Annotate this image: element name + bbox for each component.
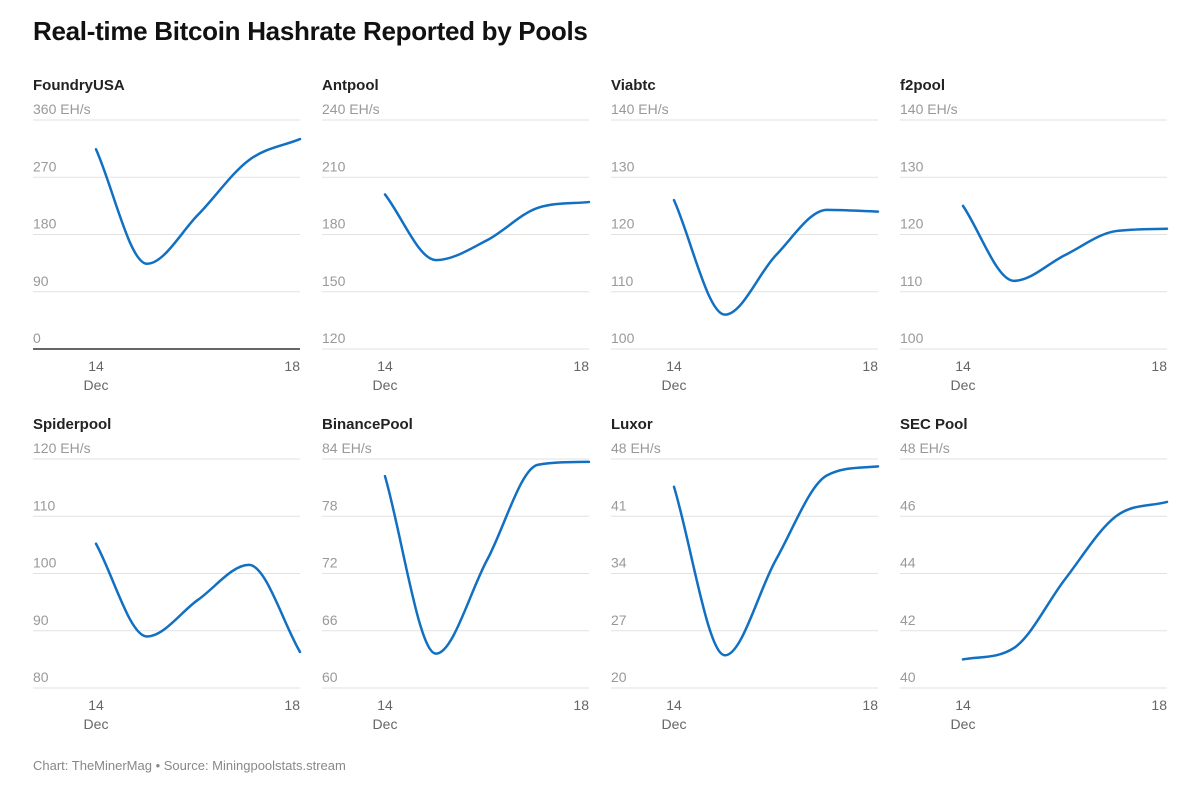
y-tick-label: 110	[900, 273, 923, 289]
y-tick-label: 130	[611, 158, 635, 174]
panel-foundryusa: FoundryUSA 0 90 180 270 360 EH/s 14 18 Dec	[33, 77, 302, 393]
x-tick-label: 14	[955, 697, 971, 713]
y-tick-label: 48 EH/s	[900, 440, 950, 456]
y-tick-label: 120 EH/s	[33, 440, 91, 456]
y-tick-label: 140 EH/s	[611, 101, 669, 117]
y-tick-label: 90	[33, 612, 49, 628]
page-title: Real-time Bitcoin Hashrate Reported by P…	[33, 16, 588, 46]
y-tick-label: 72	[322, 555, 338, 571]
panel-sec-pool: SEC Pool 40 42 44 46 48 EH/s 14 18 Dec	[900, 416, 1169, 732]
x-tick-label: 14	[666, 697, 682, 713]
x-tick-label: 18	[862, 358, 878, 374]
y-tick-label: 60	[322, 669, 338, 685]
y-tick-label: 80	[33, 669, 49, 685]
y-tick-label: 27	[611, 612, 627, 628]
x-tick-label: 18	[573, 358, 589, 374]
x-tick-label: 18	[1151, 697, 1167, 713]
y-tick-label: 46	[900, 497, 916, 513]
y-tick-label: 110	[33, 497, 56, 513]
x-tick-label: 18	[284, 697, 300, 713]
y-tick-label: 180	[33, 216, 57, 232]
x-tick-month: Dec	[662, 377, 687, 393]
y-tick-label: 120	[611, 216, 635, 232]
x-tick-label: 14	[666, 358, 682, 374]
panel-title: Spiderpool	[33, 416, 111, 433]
y-tick-label: 150	[322, 273, 346, 289]
y-tick-label: 42	[900, 612, 916, 628]
y-tick-label: 180	[322, 216, 346, 232]
y-tick-label: 140 EH/s	[900, 101, 958, 117]
y-tick-label: 240 EH/s	[322, 101, 380, 117]
x-tick-label: 18	[1151, 358, 1167, 374]
panel-title: Antpool	[322, 77, 379, 94]
x-tick-label: 14	[88, 697, 104, 713]
hashrate-line	[672, 198, 880, 316]
x-tick-month: Dec	[84, 716, 109, 732]
x-tick-month: Dec	[373, 716, 398, 732]
panel-title: FoundryUSA	[33, 77, 125, 94]
hashrate-line	[961, 500, 1169, 661]
x-tick-month: Dec	[84, 377, 109, 393]
x-tick-month: Dec	[373, 377, 398, 393]
panel-title: Luxor	[611, 416, 653, 433]
x-tick-label: 14	[955, 358, 971, 374]
y-tick-label: 20	[611, 669, 627, 685]
y-tick-label: 48 EH/s	[611, 440, 661, 456]
y-tick-label: 360 EH/s	[33, 101, 91, 117]
source-credit: Chart: TheMinerMag • Source: Miningpools…	[33, 758, 346, 773]
x-tick-label: 18	[284, 358, 300, 374]
panel-viabtc: Viabtc 100 110 120 130 140 EH/s 14 18 Dec	[611, 77, 880, 393]
y-tick-label: 41	[611, 497, 627, 513]
panel-title: Viabtc	[611, 77, 656, 94]
x-tick-month: Dec	[951, 377, 976, 393]
y-tick-label: 100	[611, 330, 635, 346]
x-tick-label: 14	[88, 358, 104, 374]
panel-spiderpool: Spiderpool 80 90 100 110 120 EH/s 14 18 Dec	[33, 416, 302, 732]
y-tick-label: 120	[900, 216, 924, 232]
y-tick-label: 100	[900, 330, 924, 346]
y-tick-label: 110	[611, 273, 634, 289]
hashrate-line	[672, 465, 880, 657]
y-tick-label: 120	[322, 330, 346, 346]
y-tick-label: 78	[322, 497, 338, 513]
x-tick-month: Dec	[662, 716, 687, 732]
y-tick-label: 210	[322, 158, 346, 174]
x-tick-label: 18	[862, 697, 878, 713]
hashrate-line	[383, 193, 591, 262]
x-tick-label: 14	[377, 697, 393, 713]
panel-title: BinancePool	[322, 416, 413, 433]
y-tick-label: 66	[322, 612, 338, 628]
x-tick-label: 14	[377, 358, 393, 374]
y-tick-label: 90	[33, 273, 49, 289]
panel-binancepool: BinancePool 60 66 72 78 84 EH/s 14 18 Dec	[322, 416, 591, 732]
panel-title: SEC Pool	[900, 416, 968, 433]
y-tick-label: 40	[900, 669, 916, 685]
panel-title: f2pool	[900, 77, 945, 94]
hashrate-line	[94, 137, 302, 266]
y-tick-label: 34	[611, 555, 627, 571]
panel-antpool: Antpool 120 150 180 210 240 EH/s 14 18 Dec	[322, 77, 591, 393]
y-tick-label: 100	[33, 555, 57, 571]
hashrate-line	[961, 204, 1169, 283]
y-tick-label: 44	[900, 555, 916, 571]
panel-f2pool: f2pool 100 110 120 130 140 EH/s 14 18 Dec	[900, 77, 1169, 393]
panel-luxor: Luxor 20 27 34 41 48 EH/s 14 18 Dec	[611, 416, 880, 732]
y-tick-label: 84 EH/s	[322, 440, 372, 456]
y-tick-label: 130	[900, 158, 924, 174]
x-tick-label: 18	[573, 697, 589, 713]
y-tick-label: 270	[33, 158, 57, 174]
x-tick-month: Dec	[951, 716, 976, 732]
y-tick-label: 0	[33, 330, 41, 346]
hashrate-line	[94, 542, 302, 654]
hashrate-line	[383, 460, 591, 655]
